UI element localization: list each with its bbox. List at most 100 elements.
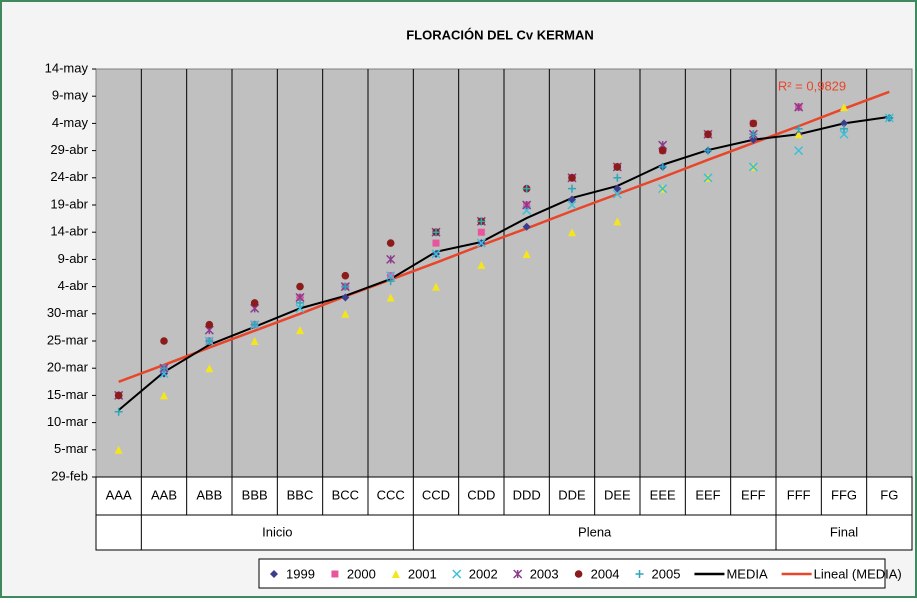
marker	[386, 277, 395, 286]
marker	[386, 254, 396, 264]
marker	[658, 162, 667, 171]
group-label: Plena	[578, 524, 612, 539]
marker	[114, 445, 123, 454]
legend-label: 2005	[652, 566, 681, 581]
marker	[839, 129, 849, 139]
marker	[386, 271, 396, 281]
y-tick-label: 4-may	[52, 115, 89, 130]
marker	[331, 570, 339, 578]
y-tick-label: 30-mar	[47, 305, 89, 320]
marker	[840, 103, 848, 112]
marker	[885, 113, 894, 122]
chart-title: FLORACIÓN DEL Cv KERMAN	[406, 27, 594, 42]
y-tick-label: 19-abr	[50, 196, 88, 211]
marker	[749, 130, 758, 139]
marker	[295, 303, 305, 313]
x-tick-label: DDE	[558, 487, 586, 502]
marker	[613, 163, 622, 171]
marker	[296, 326, 304, 335]
marker	[205, 337, 214, 345]
y-tick-label: 25-mar	[47, 332, 89, 347]
marker	[612, 189, 622, 199]
marker	[794, 146, 804, 156]
marker	[522, 184, 531, 193]
marker	[205, 320, 214, 329]
y-tick-label: 4-abr	[58, 278, 89, 293]
marker	[477, 228, 485, 236]
legend-label: 2004	[591, 566, 620, 581]
marker	[160, 364, 168, 373]
marker	[452, 569, 462, 579]
marker	[635, 570, 644, 578]
marker	[386, 293, 395, 302]
y-tick-label: 14-abr	[50, 224, 88, 239]
marker	[432, 239, 440, 247]
legend-label: MEDIA	[726, 566, 768, 581]
x-tick-label: BBC	[287, 487, 314, 502]
marker	[270, 570, 278, 578]
marker	[432, 282, 440, 291]
x-tick-label: ABB	[196, 487, 222, 502]
marker	[840, 119, 848, 128]
marker	[477, 260, 486, 269]
marker	[794, 130, 803, 139]
x-tick-label: EFF	[741, 487, 766, 502]
marker	[250, 320, 259, 329]
marker	[296, 298, 304, 307]
x-tick-label: CDD	[467, 487, 495, 502]
x-tick-label: DEE	[604, 487, 631, 502]
marker	[160, 337, 168, 345]
marker	[794, 102, 804, 112]
y-tick-label: 9-abr	[58, 251, 89, 266]
x-tick-label: FFF	[787, 487, 811, 502]
y-tick-label: 9-may	[52, 88, 89, 103]
x-tick-label: BCC	[332, 487, 359, 502]
marker	[574, 570, 583, 578]
legend-label: 1999	[286, 566, 315, 581]
y-tick-label: 5-mar	[54, 441, 89, 456]
marker	[522, 249, 531, 258]
marker	[703, 173, 713, 183]
y-tick-label: 24-abr	[50, 169, 88, 184]
y-tick-label: 29-abr	[50, 142, 88, 157]
x-tick-label: AAB	[151, 487, 177, 502]
marker	[341, 282, 350, 291]
x-tick-label: BBB	[242, 487, 268, 502]
group-label: Final	[830, 524, 858, 539]
marker	[296, 282, 304, 291]
marker	[513, 569, 523, 579]
marker	[432, 228, 440, 237]
marker	[568, 195, 576, 204]
legend-label: 2003	[530, 566, 559, 581]
marker	[568, 228, 576, 237]
legend-label: 2000	[347, 566, 376, 581]
marker	[749, 135, 758, 144]
marker	[613, 173, 622, 182]
series-line	[118, 115, 890, 411]
y-tick-label: 10-mar	[47, 414, 89, 429]
legend-label: Lineal (MEDIA)	[814, 566, 902, 581]
marker	[522, 200, 532, 210]
x-tick-label: FFG	[831, 487, 857, 502]
legend-label: 2001	[408, 566, 437, 581]
y-tick-label: 15-mar	[47, 387, 89, 402]
annotation: R² = 0,9829	[778, 78, 846, 93]
marker	[840, 124, 848, 133]
marker	[658, 146, 667, 155]
x-tick-label: AAA	[106, 487, 132, 502]
marker	[391, 570, 400, 578]
x-tick-label: CCC	[377, 487, 405, 502]
marker	[341, 271, 350, 280]
marker	[658, 184, 668, 194]
marker	[568, 174, 576, 182]
marker	[794, 124, 803, 133]
marker	[749, 119, 758, 128]
legend	[258, 558, 886, 589]
x-tick-label: CCD	[422, 487, 450, 502]
marker	[250, 337, 259, 345]
marker	[704, 130, 712, 139]
legend-label: 2002	[469, 566, 498, 581]
marker	[386, 239, 395, 247]
marker	[431, 249, 441, 259]
marker	[748, 162, 758, 172]
